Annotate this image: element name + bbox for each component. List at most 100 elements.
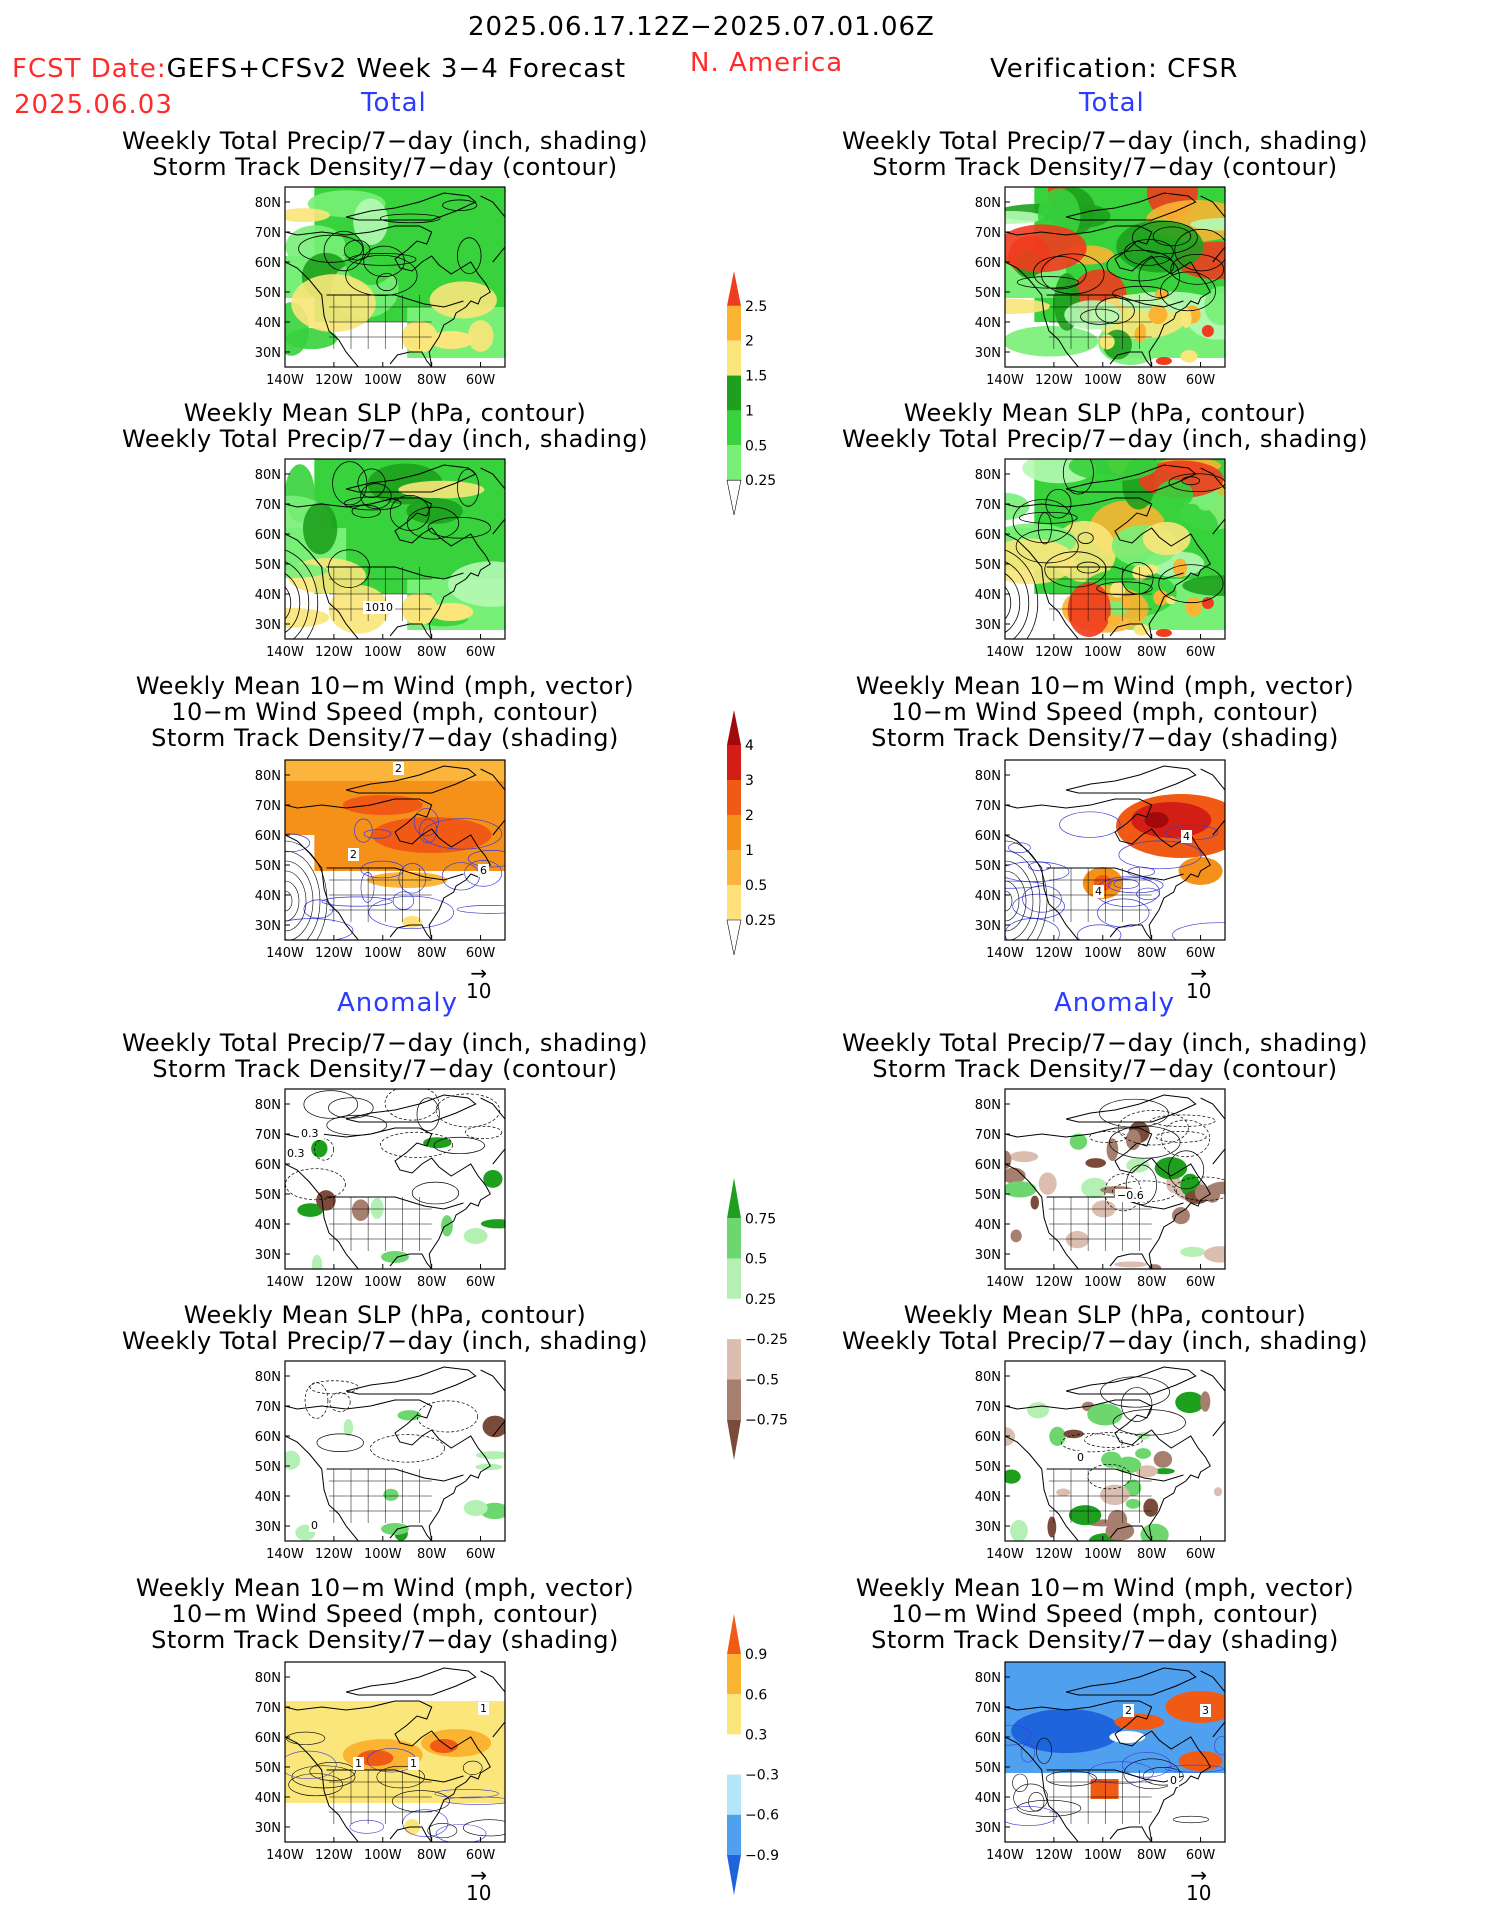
lon-tick-label: 120W (315, 1275, 353, 1290)
contour-line (457, 468, 480, 507)
map-field: 0.3 0.3 (285, 1089, 505, 1269)
shade-cell (328, 585, 389, 634)
wind-contour (1118, 840, 1202, 870)
map-frame (284, 186, 506, 368)
lat-tick-label: 70N (255, 1128, 281, 1143)
shade-cell (1067, 582, 1111, 637)
anom-cell (1047, 1516, 1057, 1538)
anom-cell (1204, 1184, 1221, 1203)
anom-cell (297, 1203, 324, 1217)
border-line (326, 294, 464, 308)
anom-cell (1194, 1184, 1208, 1201)
map-field (285, 187, 505, 367)
lon-tick-label: 100W (1084, 645, 1122, 660)
wind-contour (354, 818, 373, 843)
shade-cell (1142, 521, 1191, 556)
colorbar-tick-label: 0.6 (745, 1687, 767, 1703)
contour-label-bg (299, 1127, 324, 1140)
contour-label-bg (1200, 1704, 1211, 1717)
wind-contour (435, 1824, 487, 1842)
colorbar-segment (727, 1339, 741, 1380)
coastline (285, 1736, 359, 1842)
anom-contour (384, 1089, 440, 1121)
contour-line (1131, 220, 1198, 255)
shade-cell (1005, 325, 1099, 357)
wind-contour (1045, 1770, 1097, 1787)
wind-contour-label: 1 (410, 1757, 417, 1770)
colorbar-segment (727, 1734, 741, 1775)
lat-tick-label: 30N (975, 1520, 1001, 1535)
shade-peak (1155, 629, 1172, 637)
anom-cell (1087, 1403, 1123, 1426)
contour-label-bg (353, 1757, 364, 1770)
lon-tick-label: 140W (986, 645, 1024, 660)
verification-label: Verification: CFSR (990, 54, 1239, 84)
wind-contour (1005, 890, 1013, 912)
coastline (1200, 1369, 1225, 1437)
lon-tick-label: 140W (266, 1275, 304, 1290)
anom-cell (1065, 1231, 1089, 1249)
title-p10: Weekly Mean SLP (hPa, contour) Weekly Tot… (842, 1301, 1368, 1355)
contour-line (1040, 253, 1105, 295)
anom-contour (1160, 1119, 1211, 1158)
coastline (1005, 225, 1211, 367)
wind-contour (368, 895, 454, 929)
lat-tick-label: 60N (975, 829, 1001, 844)
lon-tick-label: 120W (1035, 1848, 1073, 1863)
border-line (1046, 1196, 1184, 1210)
coastline (1065, 1366, 1197, 1395)
anom-contour (416, 1097, 440, 1132)
shade-high (1109, 582, 1126, 598)
shade-high (1132, 564, 1148, 581)
wind-contour (413, 808, 439, 837)
wind-contour (462, 1760, 483, 1775)
anom-cell (1069, 1133, 1088, 1150)
lon-tick-label: 80W (417, 1275, 447, 1290)
anom-contour (416, 1400, 478, 1433)
colorbar-precip_total: 0.25 0.5 1 1.5 2 2.5 (726, 271, 776, 516)
lon-tick-label: 80W (417, 1848, 447, 1863)
contour-line (1170, 253, 1224, 285)
contour-line (298, 234, 364, 263)
lat-tick-label: 30N (975, 618, 1001, 633)
wind-contour (1012, 1773, 1028, 1792)
lon-tick-label: 60W (1186, 946, 1216, 961)
contour-label-bg (478, 864, 489, 877)
anom-cell (311, 1254, 323, 1269)
lat-tick-label: 70N (975, 226, 1001, 241)
map-frame (284, 1661, 506, 1843)
wind-contour (1012, 893, 1065, 919)
shade-high (429, 331, 474, 349)
colorbar-segment (727, 305, 741, 341)
colorbar-tick-label: 1.5 (745, 369, 767, 385)
map-field: −0.6 (1005, 1089, 1225, 1269)
anom-contour (1084, 1432, 1143, 1449)
lat-tick-label: 50N (255, 859, 281, 874)
anom-contour (304, 1382, 329, 1419)
coastline (480, 1369, 505, 1437)
lat-tick-label: 30N (255, 1821, 281, 1836)
coastline (345, 192, 477, 221)
lon-tick-label: 120W (315, 1547, 353, 1562)
lat-tick-label: 60N (975, 528, 1001, 543)
contour-line (1158, 564, 1224, 604)
anom-cell (1125, 1498, 1141, 1509)
shade-cell (1005, 224, 1087, 273)
shade-cell (398, 480, 485, 499)
title-p3: Weekly Mean SLP (hPa, contour) Weekly Tot… (122, 399, 648, 453)
map-field: 0 (1005, 1361, 1225, 1541)
anom-contour (329, 1392, 351, 1413)
anom-cell (397, 1410, 422, 1421)
coastline (1005, 834, 1079, 940)
wind-contour (1164, 1764, 1224, 1773)
lon-tick-label: 120W (1035, 373, 1073, 388)
map-field: 1010 (285, 459, 505, 639)
lon-tick-label: 60W (1186, 1547, 1216, 1562)
contour-line (1112, 285, 1169, 302)
colorbar-segment (727, 340, 741, 376)
anom-cell (1154, 1157, 1188, 1180)
title-p5: Weekly Mean 10−m Wind (mph, vector) 10−m … (135, 672, 635, 752)
contour-line (343, 496, 402, 511)
shade-cell (429, 281, 497, 319)
